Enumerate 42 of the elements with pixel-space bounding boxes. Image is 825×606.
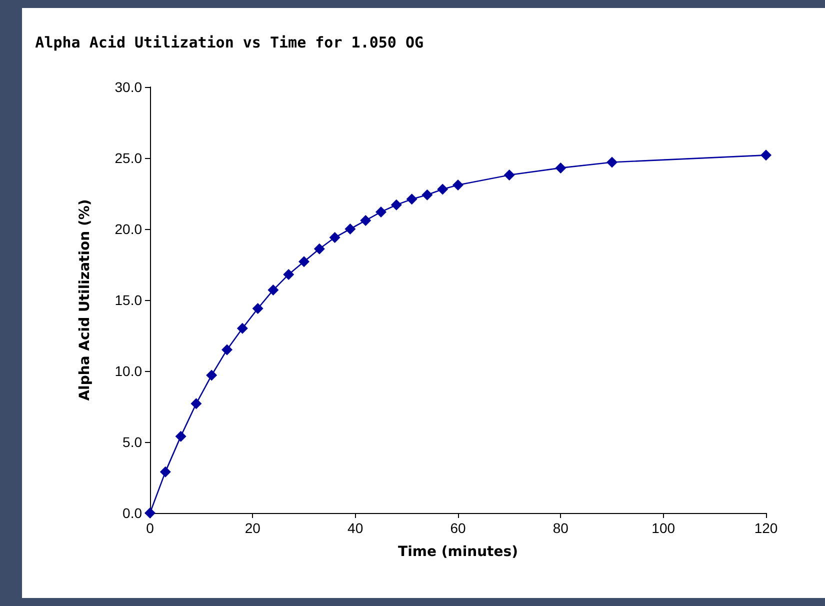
point: [160, 466, 171, 478]
y-tick-label: 30.0: [114, 79, 142, 95]
x-tick-label: 20: [244, 520, 261, 536]
x-tick-label: 60: [450, 520, 466, 536]
y-tick-label: 5.0: [122, 434, 142, 450]
y-tick-label: 10.0: [114, 363, 142, 379]
x-tick-label: 80: [552, 520, 569, 536]
point: [452, 179, 464, 190]
point: [190, 398, 202, 410]
y-tick-label: 15.0: [114, 292, 142, 308]
point: [437, 184, 448, 195]
point: [504, 170, 515, 181]
point: [268, 284, 279, 296]
point: [390, 199, 402, 210]
point: [144, 508, 156, 518]
point: [376, 206, 386, 218]
point: [360, 214, 372, 226]
x-tick-label: 100: [652, 520, 676, 536]
point: [329, 232, 340, 244]
point: [344, 224, 356, 234]
x-tick-label: 0: [146, 520, 154, 536]
point: [406, 194, 418, 205]
y-tick-label: 20.0: [114, 221, 142, 237]
x-tick-label: 40: [348, 520, 364, 536]
point: [314, 243, 325, 254]
y-axis-title: Alpha Acid Utilization (%): [77, 199, 93, 401]
point: [252, 303, 264, 314]
point: [606, 156, 618, 168]
point: [283, 268, 294, 280]
x-axis-title: Time (minutes): [398, 544, 518, 560]
point: [206, 370, 218, 381]
point: [222, 344, 232, 356]
chart-title: Alpha Acid Utilization vs Time for 1.050 OG: [35, 34, 424, 52]
x-tick-label: 120: [754, 520, 778, 536]
point: [175, 430, 186, 442]
y-tick-label: 25.0: [114, 150, 142, 166]
y-tick-label: 0.0: [122, 505, 142, 521]
point: [298, 256, 310, 268]
point: [422, 189, 433, 200]
point: [760, 150, 772, 161]
point: [236, 322, 248, 334]
point: [555, 162, 566, 174]
